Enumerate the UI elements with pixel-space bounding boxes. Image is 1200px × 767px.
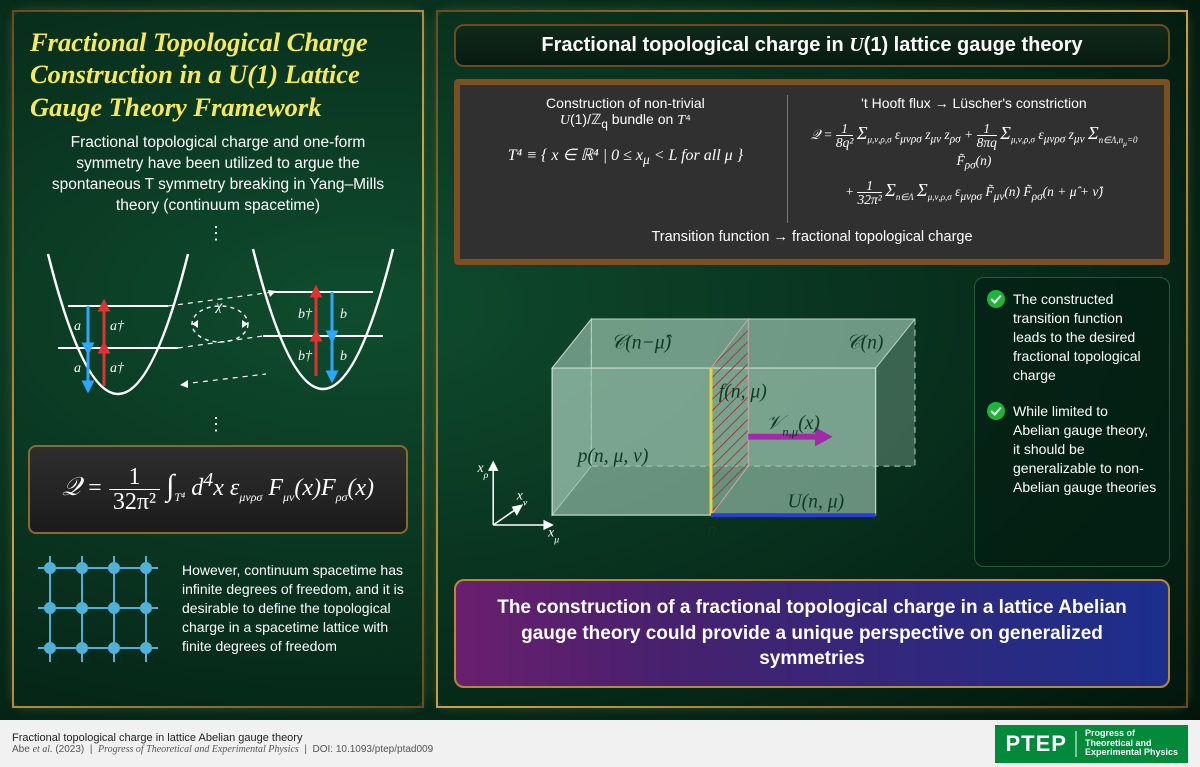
- label-a2: a: [74, 361, 81, 376]
- check-icon: [987, 402, 1005, 420]
- bb-left: Construction of non-trivialU(1)/ℤq bundl…: [474, 95, 777, 223]
- ptep-logo: PTEP: [1005, 731, 1076, 757]
- bullet-2: While limited to Abelian gauge theory, i…: [987, 402, 1157, 496]
- right-panel: Fractional topological charge in U(1) la…: [436, 10, 1188, 708]
- blackboard: Construction of non-trivialU(1)/ℤq bundl…: [454, 79, 1170, 265]
- axis-mu: xμ: [547, 525, 559, 546]
- lbl-n: n: [707, 521, 717, 542]
- label-adag: a†: [110, 319, 125, 334]
- side-bullets: The constructed transition function lead…: [974, 277, 1170, 567]
- label-a: a: [74, 319, 81, 334]
- lbl-cn: 𝒞(n): [846, 332, 883, 353]
- bb-footer: Transition function → fractional topolog…: [474, 229, 1150, 245]
- formula-q-block: 𝒬 = 1 32π² ∫T⁴ d4x εμνρσ Fμν(x)Fρσ(x): [28, 445, 408, 534]
- ptep-text: Progress ofTheoretical andExperimental P…: [1077, 729, 1178, 759]
- lattice-diagram: [28, 550, 168, 668]
- label-bdag2: b†: [298, 349, 313, 364]
- ptep-badge: PTEP Progress ofTheoretical andExperimen…: [995, 725, 1188, 763]
- bb-right: 't Hooft flux → Lüscher's constriction 𝒬…: [787, 95, 1150, 223]
- bb-right-eq2: + 132π² Σn∈Λ Σμ,ν,ρ,σ εμνρσ F̃μν(n) F̃ρσ…: [798, 179, 1150, 207]
- check-icon: [987, 290, 1005, 308]
- label-adag2: a†: [110, 361, 125, 376]
- label-b: b: [340, 307, 347, 322]
- lbl-u: U(n, μ): [787, 491, 844, 512]
- cube-diagram: xρ xν xμ: [454, 277, 964, 567]
- left-panel: Fractional Topological Charge Constructi…: [12, 10, 424, 708]
- lbl-p: p(n, μ, ν): [576, 446, 649, 467]
- footer: Fractional topological charge in lattice…: [0, 720, 1200, 767]
- intro-text: Fractional topological charge and one-fo…: [14, 133, 422, 223]
- lbl-cnmu: 𝒞(n−μ̂): [611, 332, 673, 353]
- lbl-f: f(n, μ): [719, 381, 767, 402]
- bullet-1: The constructed transition function lead…: [987, 290, 1157, 384]
- ellipsis-bottom: ⋮: [14, 414, 422, 435]
- bb-right-caption: 't Hooft flux → Lüscher's constriction: [798, 95, 1150, 111]
- bb-left-eq: T⁴ ≡ { x ∈ ℝ⁴ | 0 ≤ xμ < L for all μ }: [474, 145, 777, 168]
- axis-rho: xρ: [477, 460, 489, 480]
- poster-root: Fractional Topological Charge Constructi…: [0, 0, 1200, 767]
- label-b2: b: [340, 349, 347, 364]
- right-header: Fractional topological charge in U(1) la…: [454, 24, 1170, 67]
- main-title: Fractional Topological Charge Constructi…: [14, 12, 422, 133]
- lattice-row: However, continuum spacetime has infinit…: [28, 550, 408, 668]
- double-well-diagram: a a† a a† b† b b† b χ: [28, 244, 408, 414]
- lattice-text: However, continuum spacetime has infinit…: [182, 561, 408, 655]
- bb-right-eq1: 𝒬 = 18q² Σμ,ν,ρ,σ εμνρσ zμν zρσ + 18πq Σ…: [798, 119, 1150, 175]
- footer-sub: Abe et al. (2023) | Progress of Theoreti…: [12, 744, 433, 755]
- label-bdag: b†: [298, 307, 313, 322]
- bottom-banner: The construction of a fractional topolog…: [454, 579, 1170, 688]
- bb-left-caption: Construction of non-trivialU(1)/ℤq bundl…: [474, 95, 777, 131]
- label-chi: χ: [214, 299, 223, 314]
- ellipsis-top: ⋮: [14, 223, 422, 244]
- footer-title: Fractional topological charge in lattice…: [12, 732, 433, 744]
